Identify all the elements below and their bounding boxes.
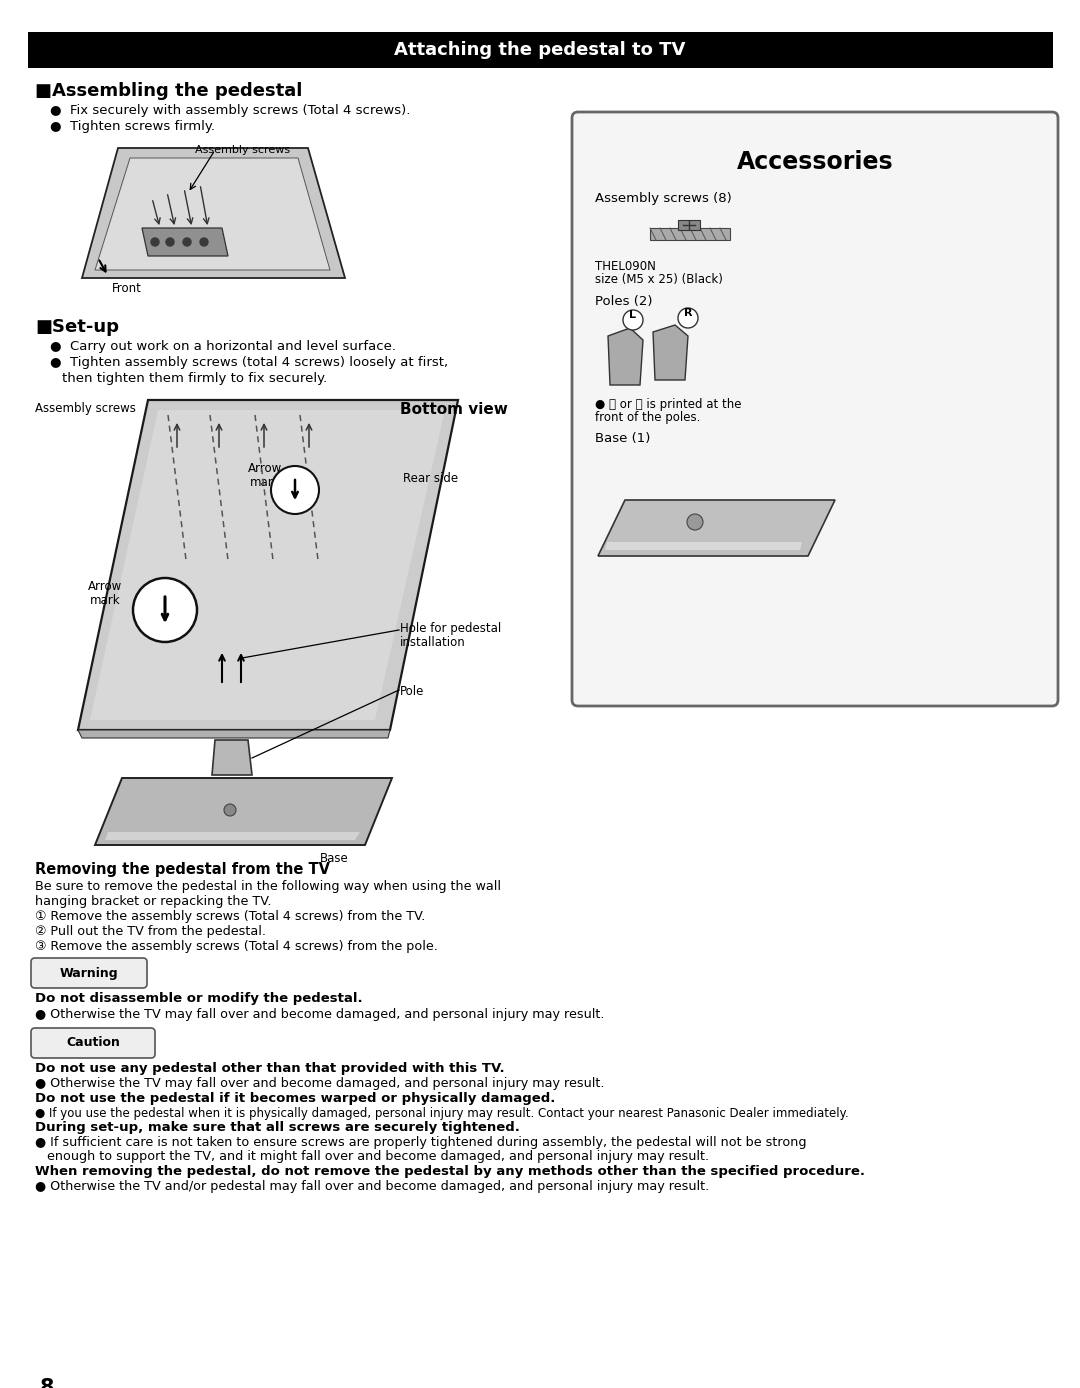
Circle shape	[200, 237, 208, 246]
Text: ■Assembling the pedestal: ■Assembling the pedestal	[35, 82, 302, 100]
FancyBboxPatch shape	[28, 32, 1053, 68]
Text: Pole: Pole	[400, 686, 424, 698]
Text: enough to support the TV, and it might fall over and become damaged, and persona: enough to support the TV, and it might f…	[35, 1151, 710, 1163]
Text: ● If you use the pedestal when it is physically damaged, personal injury may res: ● If you use the pedestal when it is phy…	[35, 1108, 849, 1120]
FancyBboxPatch shape	[650, 228, 730, 240]
Polygon shape	[78, 400, 458, 730]
Polygon shape	[653, 325, 688, 380]
Circle shape	[183, 237, 191, 246]
Polygon shape	[608, 328, 643, 384]
Text: ●  Carry out work on a horizontal and level surface.: ● Carry out work on a horizontal and lev…	[50, 340, 396, 353]
Text: Rear side: Rear side	[403, 472, 458, 484]
Circle shape	[271, 466, 319, 514]
Text: ●  Fix securely with assembly screws (Total 4 screws).: ● Fix securely with assembly screws (Tot…	[50, 104, 410, 117]
Text: During set-up, make sure that all screws are securely tightened.: During set-up, make sure that all screws…	[35, 1122, 519, 1134]
Text: ● Otherwise the TV may fall over and become damaged, and personal injury may res: ● Otherwise the TV may fall over and bec…	[35, 1077, 605, 1090]
Text: Caution: Caution	[66, 1037, 120, 1049]
Polygon shape	[95, 158, 330, 271]
Text: Accessories: Accessories	[737, 150, 893, 174]
FancyBboxPatch shape	[31, 1029, 156, 1058]
Text: Assembly screws: Assembly screws	[35, 403, 136, 415]
Polygon shape	[605, 541, 802, 550]
Text: Hole for pedestal: Hole for pedestal	[400, 622, 501, 634]
Text: ③ Remove the assembly screws (Total 4 screws) from the pole.: ③ Remove the assembly screws (Total 4 sc…	[35, 940, 437, 954]
Text: ● Ⓛ or Ⓡ is printed at the: ● Ⓛ or Ⓡ is printed at the	[595, 398, 742, 411]
Text: ① Remove the assembly screws (Total 4 screws) from the TV.: ① Remove the assembly screws (Total 4 sc…	[35, 911, 426, 923]
Text: Do not disassemble or modify the pedestal.: Do not disassemble or modify the pedesta…	[35, 992, 363, 1005]
Text: Attaching the pedestal to TV: Attaching the pedestal to TV	[394, 42, 686, 60]
Circle shape	[151, 237, 159, 246]
Text: ●  Tighten screws firmly.: ● Tighten screws firmly.	[50, 119, 215, 133]
Text: front of the poles.: front of the poles.	[595, 411, 700, 423]
Text: Warning: Warning	[59, 966, 119, 980]
Text: mark: mark	[90, 594, 120, 607]
Circle shape	[133, 577, 197, 643]
Text: mark: mark	[249, 476, 281, 489]
Text: THEL090N: THEL090N	[595, 260, 656, 273]
Circle shape	[678, 308, 698, 328]
Polygon shape	[212, 740, 252, 775]
Polygon shape	[141, 228, 228, 255]
Text: Base (1): Base (1)	[595, 432, 650, 446]
Text: Be sure to remove the pedestal in the following way when using the wall: Be sure to remove the pedestal in the fo…	[35, 880, 501, 892]
Text: then tighten them firmly to fix securely.: then tighten them firmly to fix securely…	[62, 372, 327, 384]
Text: size (M5 x 25) (Black): size (M5 x 25) (Black)	[595, 273, 723, 286]
Circle shape	[623, 310, 643, 330]
Text: Bottom view: Bottom view	[400, 403, 508, 416]
FancyBboxPatch shape	[31, 958, 147, 988]
Text: ● Otherwise the TV may fall over and become damaged, and personal injury may res: ● Otherwise the TV may fall over and bec…	[35, 1008, 605, 1022]
Polygon shape	[598, 500, 835, 557]
Polygon shape	[95, 779, 392, 845]
Text: Base: Base	[320, 852, 349, 865]
Text: ② Pull out the TV from the pedestal.: ② Pull out the TV from the pedestal.	[35, 924, 266, 938]
Circle shape	[687, 514, 703, 530]
Polygon shape	[90, 409, 445, 720]
FancyBboxPatch shape	[572, 112, 1058, 706]
Text: Assembly screws: Assembly screws	[195, 144, 291, 155]
Text: Assembly screws (8): Assembly screws (8)	[595, 192, 732, 205]
Text: When removing the pedestal, do not remove the pedestal by any methods other than: When removing the pedestal, do not remov…	[35, 1165, 865, 1178]
Text: 8: 8	[40, 1378, 54, 1388]
Text: Do not use the pedestal if it becomes warped or physically damaged.: Do not use the pedestal if it becomes wa…	[35, 1092, 555, 1105]
Text: Arrow: Arrow	[248, 462, 282, 475]
Text: ■Set-up: ■Set-up	[35, 318, 119, 336]
Text: Do not use any pedestal other than that provided with this TV.: Do not use any pedestal other than that …	[35, 1062, 504, 1074]
Polygon shape	[82, 149, 345, 278]
Text: Arrow: Arrow	[87, 580, 122, 593]
Text: Poles (2): Poles (2)	[595, 296, 652, 308]
Circle shape	[166, 237, 174, 246]
Text: hanging bracket or repacking the TV.: hanging bracket or repacking the TV.	[35, 895, 271, 908]
Circle shape	[224, 804, 237, 816]
Polygon shape	[105, 831, 360, 840]
FancyBboxPatch shape	[678, 221, 700, 230]
Text: ● If sufficient care is not taken to ensure screws are properly tightened during: ● If sufficient care is not taken to ens…	[35, 1135, 807, 1149]
Polygon shape	[78, 730, 390, 738]
Text: L: L	[630, 310, 636, 321]
Text: installation: installation	[400, 636, 465, 650]
Text: R: R	[684, 308, 692, 318]
Text: Removing the pedestal from the TV: Removing the pedestal from the TV	[35, 862, 330, 877]
Text: ● Otherwise the TV and/or pedestal may fall over and become damaged, and persona: ● Otherwise the TV and/or pedestal may f…	[35, 1180, 710, 1194]
Text: ●  Tighten assembly screws (total 4 screws) loosely at first,: ● Tighten assembly screws (total 4 screw…	[50, 355, 448, 369]
Text: Front: Front	[112, 282, 141, 296]
